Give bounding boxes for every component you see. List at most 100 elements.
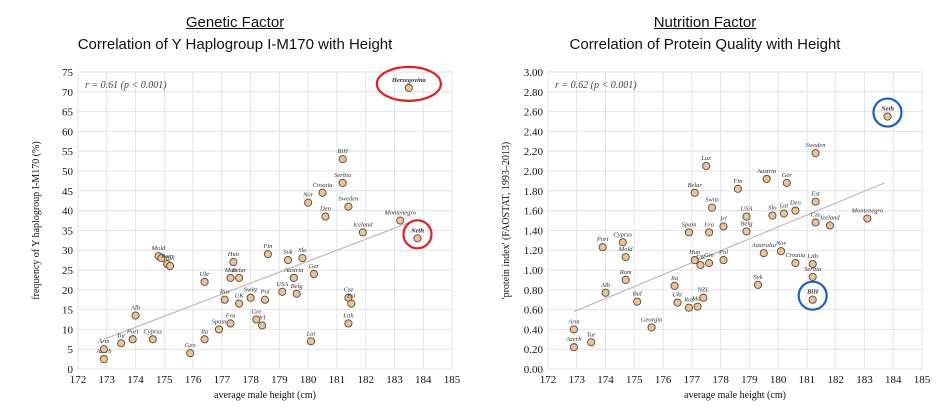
data-point — [148, 335, 157, 344]
data-point — [621, 275, 630, 284]
point-label: Lith — [342, 312, 353, 319]
x-tick-label: 173 — [99, 374, 116, 386]
genetic-factor-panel: Genetic Factor Correlation of Y Haplogro… — [31, 14, 461, 401]
y-tick-label: 0 — [68, 364, 74, 376]
point-label: Cyprus — [143, 328, 162, 335]
x-tick-label: 184 — [885, 374, 902, 386]
x-tick-label: 180 — [770, 374, 787, 386]
point-label: Gre — [251, 309, 261, 316]
data-point — [690, 188, 699, 197]
data-point — [569, 343, 578, 352]
point-label: Lat — [779, 203, 789, 210]
point-label: Ita — [200, 328, 208, 335]
x-tick-label: 174 — [597, 374, 614, 386]
point-label: Neth — [410, 227, 424, 234]
data-point — [99, 355, 108, 364]
y-tick-label: 2.60 — [524, 107, 544, 119]
data-point — [200, 335, 209, 344]
trend-line — [103, 219, 415, 340]
x-axis-label: average male height (cm) — [214, 390, 316, 401]
data-point — [811, 149, 820, 158]
point-label: Gre — [704, 252, 714, 259]
point-label: Alb — [130, 305, 141, 312]
data-point — [808, 295, 817, 304]
point-label: Ita — [670, 275, 678, 282]
data-point — [258, 321, 267, 330]
y-tick-label: 25 — [62, 265, 74, 277]
data-point — [647, 323, 656, 332]
point-label: Pol — [259, 289, 269, 296]
x-tick-label: 175 — [156, 374, 173, 386]
x-tick-label: 177 — [214, 374, 231, 386]
y-tick-label: 2.00 — [524, 166, 544, 178]
point-label: UK — [696, 254, 706, 261]
data-point — [719, 256, 728, 265]
point-label: Geo — [185, 342, 197, 349]
data-point — [226, 273, 235, 282]
data-point — [705, 228, 714, 237]
y-tick-label: 15 — [62, 305, 74, 317]
point-label: Lith — [806, 253, 817, 260]
point-label: Serbia — [804, 266, 821, 273]
point-label: Mac — [224, 267, 237, 274]
point-label: Belg — [291, 283, 304, 290]
point-label: Montenegro — [851, 208, 884, 215]
x-tick-label: 178 — [242, 374, 259, 386]
data-point — [338, 155, 347, 164]
x-tick-label: 176 — [185, 374, 202, 386]
data-point — [413, 234, 422, 243]
data-point — [186, 349, 195, 358]
data-point — [220, 295, 229, 304]
point-label: Serbia — [334, 172, 351, 179]
x-tick-label: 181 — [799, 374, 816, 386]
trend-line — [573, 182, 885, 313]
point-label: Switz — [244, 287, 258, 294]
data-point — [309, 269, 318, 279]
data-point — [702, 161, 711, 171]
y-tick-label: 65 — [62, 107, 74, 119]
data-point — [263, 250, 272, 259]
data-point — [808, 272, 817, 281]
y-tick-label: 1.60 — [524, 206, 544, 218]
y-tick-label: 3.00 — [524, 67, 544, 79]
data-point — [99, 345, 108, 354]
y-tick-label: 35 — [62, 225, 74, 237]
point-label: Belar — [687, 182, 702, 189]
data-point — [768, 211, 777, 220]
point-label: Fra — [703, 221, 714, 228]
data-point — [719, 222, 728, 231]
data-point — [569, 325, 578, 334]
chart-heading: Genetic Factor — [185, 14, 285, 31]
point-label: Slo — [768, 205, 777, 212]
x-tick-label: 176 — [655, 374, 672, 386]
point-label: Belg — [741, 220, 754, 227]
x-tick-label: 179 — [741, 374, 758, 386]
x-tick-label: 182 — [827, 374, 844, 386]
data-point — [598, 243, 607, 252]
y-tick-label: 0.60 — [524, 305, 544, 317]
x-tick-label: 181 — [329, 374, 346, 386]
point-label: Pol — [718, 249, 728, 256]
y-tick-label: 0.00 — [524, 364, 544, 376]
point-label: Est — [346, 293, 356, 300]
data-point — [670, 281, 679, 290]
x-axis-label: average male height (cm) — [684, 390, 786, 401]
point-label: Fra — [225, 312, 236, 319]
point-label: Ger — [782, 172, 793, 179]
chart-heading: Nutrition Factor — [653, 14, 757, 31]
point-label: Austria — [756, 168, 776, 175]
point-label: NZL — [697, 287, 710, 294]
point-label: Belar — [232, 267, 247, 274]
data-point — [699, 293, 708, 302]
data-point — [117, 339, 126, 348]
point-label: Mac — [691, 296, 704, 303]
point-label: Arm — [97, 338, 110, 345]
point-label: BiH — [806, 289, 819, 296]
y-tick-label: 0.40 — [524, 324, 544, 336]
point-label: Nor — [775, 240, 787, 247]
point-label: Cze — [811, 211, 821, 218]
data-point — [633, 297, 642, 306]
data-point — [776, 247, 786, 256]
data-point — [278, 287, 287, 296]
point-label: Montenegro — [383, 210, 416, 217]
